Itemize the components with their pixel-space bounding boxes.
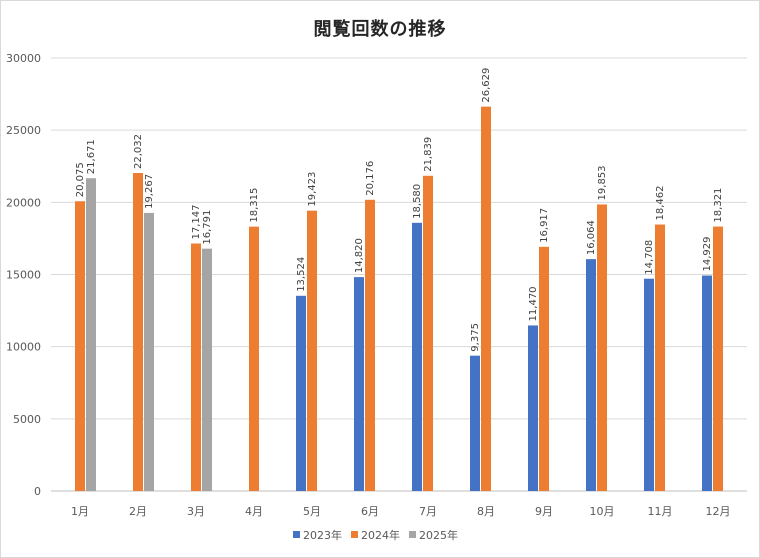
legend-label: 2024年 — [361, 528, 400, 542]
bar — [481, 106, 491, 491]
bar — [144, 212, 154, 491]
bar — [133, 173, 143, 491]
y-tick-label: 10000 — [6, 341, 41, 354]
x-tick-label: 5月 — [303, 505, 321, 518]
x-tick-label: 2月 — [129, 505, 147, 518]
bar — [296, 295, 306, 491]
legend-label: 2023年 — [303, 528, 342, 542]
legend-swatch — [351, 531, 358, 538]
data-label: 20,176 — [365, 161, 376, 196]
data-label: 14,820 — [354, 238, 365, 273]
y-tick-label: 0 — [34, 485, 41, 498]
bar — [644, 278, 654, 491]
x-tick-label: 6月 — [361, 505, 379, 518]
bar — [713, 226, 723, 491]
data-label: 18,462 — [655, 186, 666, 221]
bar — [249, 226, 259, 491]
x-tick-label: 11月 — [648, 505, 673, 518]
bar — [75, 201, 85, 491]
data-label: 18,321 — [713, 188, 724, 223]
x-tick-label: 9月 — [535, 505, 553, 518]
data-label: 14,929 — [702, 237, 713, 272]
legend-label: 2025年 — [419, 528, 458, 542]
bar — [528, 325, 538, 491]
data-label: 16,791 — [202, 210, 213, 245]
legend-swatch — [293, 531, 300, 538]
x-tick-label: 3月 — [187, 505, 205, 518]
data-label: 18,580 — [412, 184, 423, 219]
data-label: 21,839 — [423, 137, 434, 172]
data-label: 26,629 — [481, 68, 492, 103]
data-label: 16,064 — [586, 220, 597, 255]
data-label: 13,524 — [296, 257, 307, 292]
y-tick-label: 25000 — [6, 124, 41, 137]
data-label: 19,423 — [307, 172, 318, 207]
bar — [191, 243, 201, 491]
x-tick-label: 12月 — [706, 505, 731, 518]
bar — [423, 175, 433, 491]
bar — [86, 178, 96, 491]
data-label: 14,708 — [644, 240, 655, 275]
x-tick-label: 8月 — [477, 505, 495, 518]
data-label: 17,147 — [191, 205, 202, 240]
data-label: 21,671 — [86, 139, 97, 174]
data-label: 22,032 — [133, 134, 144, 169]
legend-swatch — [409, 531, 416, 538]
bar — [354, 277, 364, 491]
data-label: 19,267 — [144, 174, 155, 209]
bar — [412, 222, 422, 491]
bar — [470, 355, 480, 491]
x-tick-label: 1月 — [71, 505, 89, 518]
bar — [702, 275, 712, 491]
data-label: 20,075 — [75, 162, 86, 197]
bar — [365, 199, 375, 491]
y-tick-label: 20000 — [6, 196, 41, 209]
data-label: 16,917 — [539, 208, 550, 243]
data-label: 9,375 — [470, 323, 481, 352]
x-tick-label: 10月 — [590, 505, 615, 518]
y-tick-label: 5000 — [13, 413, 41, 426]
x-tick-label: 4月 — [245, 505, 263, 518]
bar — [307, 210, 317, 491]
bar — [539, 246, 549, 491]
data-label: 11,470 — [528, 286, 539, 321]
chart-title: 閲覧回数の推移 — [313, 19, 447, 40]
data-label: 18,315 — [249, 188, 260, 223]
y-tick-label: 30000 — [6, 52, 41, 65]
bar — [655, 224, 665, 491]
data-label: 19,853 — [597, 165, 608, 200]
bar — [597, 204, 607, 492]
x-tick-label: 7月 — [419, 505, 437, 518]
bar — [202, 248, 212, 491]
y-tick-label: 15000 — [6, 269, 41, 282]
bar — [586, 259, 596, 491]
